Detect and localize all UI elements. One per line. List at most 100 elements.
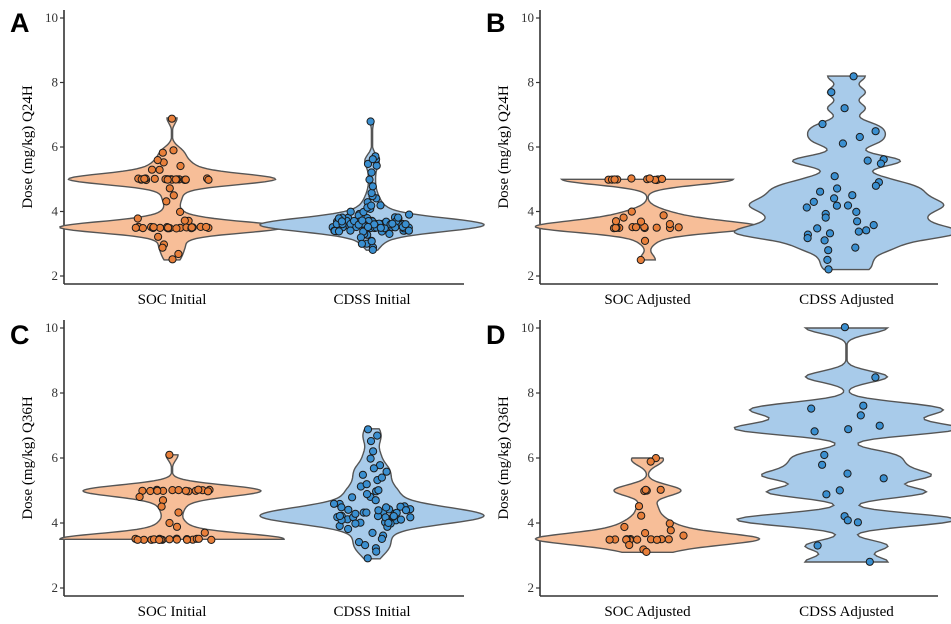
data-point xyxy=(372,547,381,556)
data-point xyxy=(376,201,385,210)
data-point xyxy=(816,187,825,196)
data-point xyxy=(840,104,849,113)
data-point xyxy=(374,486,383,495)
data-point xyxy=(367,188,376,198)
data-point xyxy=(369,447,378,456)
y-tick-label: 8 xyxy=(528,75,535,90)
data-point xyxy=(404,226,413,235)
data-point xyxy=(329,499,339,508)
data-point xyxy=(405,210,414,219)
data-point xyxy=(859,401,868,410)
data-point xyxy=(174,249,183,259)
data-point xyxy=(848,191,857,200)
data-point xyxy=(634,502,644,511)
data-point xyxy=(406,513,415,522)
data-point xyxy=(822,490,831,499)
data-point xyxy=(605,535,614,544)
data-point xyxy=(363,425,373,434)
data-point xyxy=(852,207,861,216)
data-point xyxy=(165,450,174,459)
data-point xyxy=(365,175,374,184)
data-point xyxy=(165,518,174,528)
data-point xyxy=(875,421,884,430)
data-point xyxy=(337,217,346,226)
data-point xyxy=(155,535,164,545)
data-point xyxy=(169,191,178,200)
y-tick-label: 4 xyxy=(528,515,535,530)
x-category-label: SOC Adjusted xyxy=(604,604,691,620)
data-point xyxy=(389,512,398,521)
y-tick-label: 4 xyxy=(528,204,535,219)
data-point xyxy=(382,503,391,512)
data-point xyxy=(362,480,371,489)
data-point xyxy=(652,223,661,232)
data-point xyxy=(172,224,181,233)
x-category-label: CDSS Initial xyxy=(333,604,410,620)
y-tick-label: 2 xyxy=(528,580,535,595)
data-point xyxy=(358,216,367,225)
y-axis-label: Dose (mg/kg) Q24H xyxy=(496,85,512,208)
panel-letter: D xyxy=(486,320,506,350)
data-point xyxy=(813,224,822,233)
data-point xyxy=(361,541,370,550)
data-point xyxy=(168,255,177,264)
data-point xyxy=(200,528,209,537)
data-point xyxy=(396,515,406,524)
data-point xyxy=(641,529,650,538)
y-tick-label: 10 xyxy=(45,10,58,25)
data-point xyxy=(854,227,863,236)
data-point xyxy=(802,203,811,212)
data-point xyxy=(368,528,377,538)
data-point xyxy=(371,496,380,505)
data-point xyxy=(133,535,142,544)
data-point xyxy=(646,457,655,466)
y-tick-label: 6 xyxy=(52,139,59,154)
data-point xyxy=(813,541,822,550)
data-point xyxy=(351,509,360,518)
data-point xyxy=(138,224,147,233)
data-point xyxy=(368,155,377,164)
data-point xyxy=(363,554,372,563)
data-point xyxy=(165,184,174,193)
data-point xyxy=(367,201,376,210)
data-point xyxy=(657,174,667,183)
violin-shape xyxy=(733,75,951,271)
y-tick-label: 6 xyxy=(52,450,59,465)
data-point xyxy=(363,159,373,168)
data-point xyxy=(627,174,636,183)
data-point xyxy=(180,216,189,225)
data-point xyxy=(611,217,621,226)
data-point xyxy=(133,214,142,223)
y-tick-label: 10 xyxy=(521,10,534,25)
y-axis-label: Dose (mg/kg) Q36H xyxy=(496,396,512,519)
data-point xyxy=(374,506,383,515)
data-point xyxy=(871,181,881,190)
data-point xyxy=(373,431,382,440)
data-point xyxy=(656,485,665,494)
data-point xyxy=(194,485,203,494)
y-tick-label: 2 xyxy=(52,268,59,283)
data-point xyxy=(363,222,373,232)
data-point xyxy=(337,503,346,512)
y-tick-label: 2 xyxy=(52,580,59,595)
data-point xyxy=(843,516,852,525)
data-point xyxy=(642,547,651,557)
data-point xyxy=(856,411,865,420)
data-point xyxy=(194,534,203,543)
data-point xyxy=(807,404,816,413)
data-point xyxy=(155,165,164,174)
x-category-label: SOC Initial xyxy=(138,604,207,620)
data-point xyxy=(833,184,842,193)
data-point xyxy=(876,159,886,168)
data-point xyxy=(879,474,888,483)
data-point xyxy=(679,531,688,540)
data-point xyxy=(172,535,181,544)
data-point xyxy=(362,490,372,499)
data-point xyxy=(827,88,836,97)
panel-d: D 2 4 6 8 10 Dose (mg/kg) Q36H SOC Adjusted CDSS… xyxy=(486,320,951,620)
data-point xyxy=(869,221,878,230)
data-point xyxy=(825,229,835,238)
data-point xyxy=(640,236,650,245)
data-point xyxy=(664,535,673,544)
